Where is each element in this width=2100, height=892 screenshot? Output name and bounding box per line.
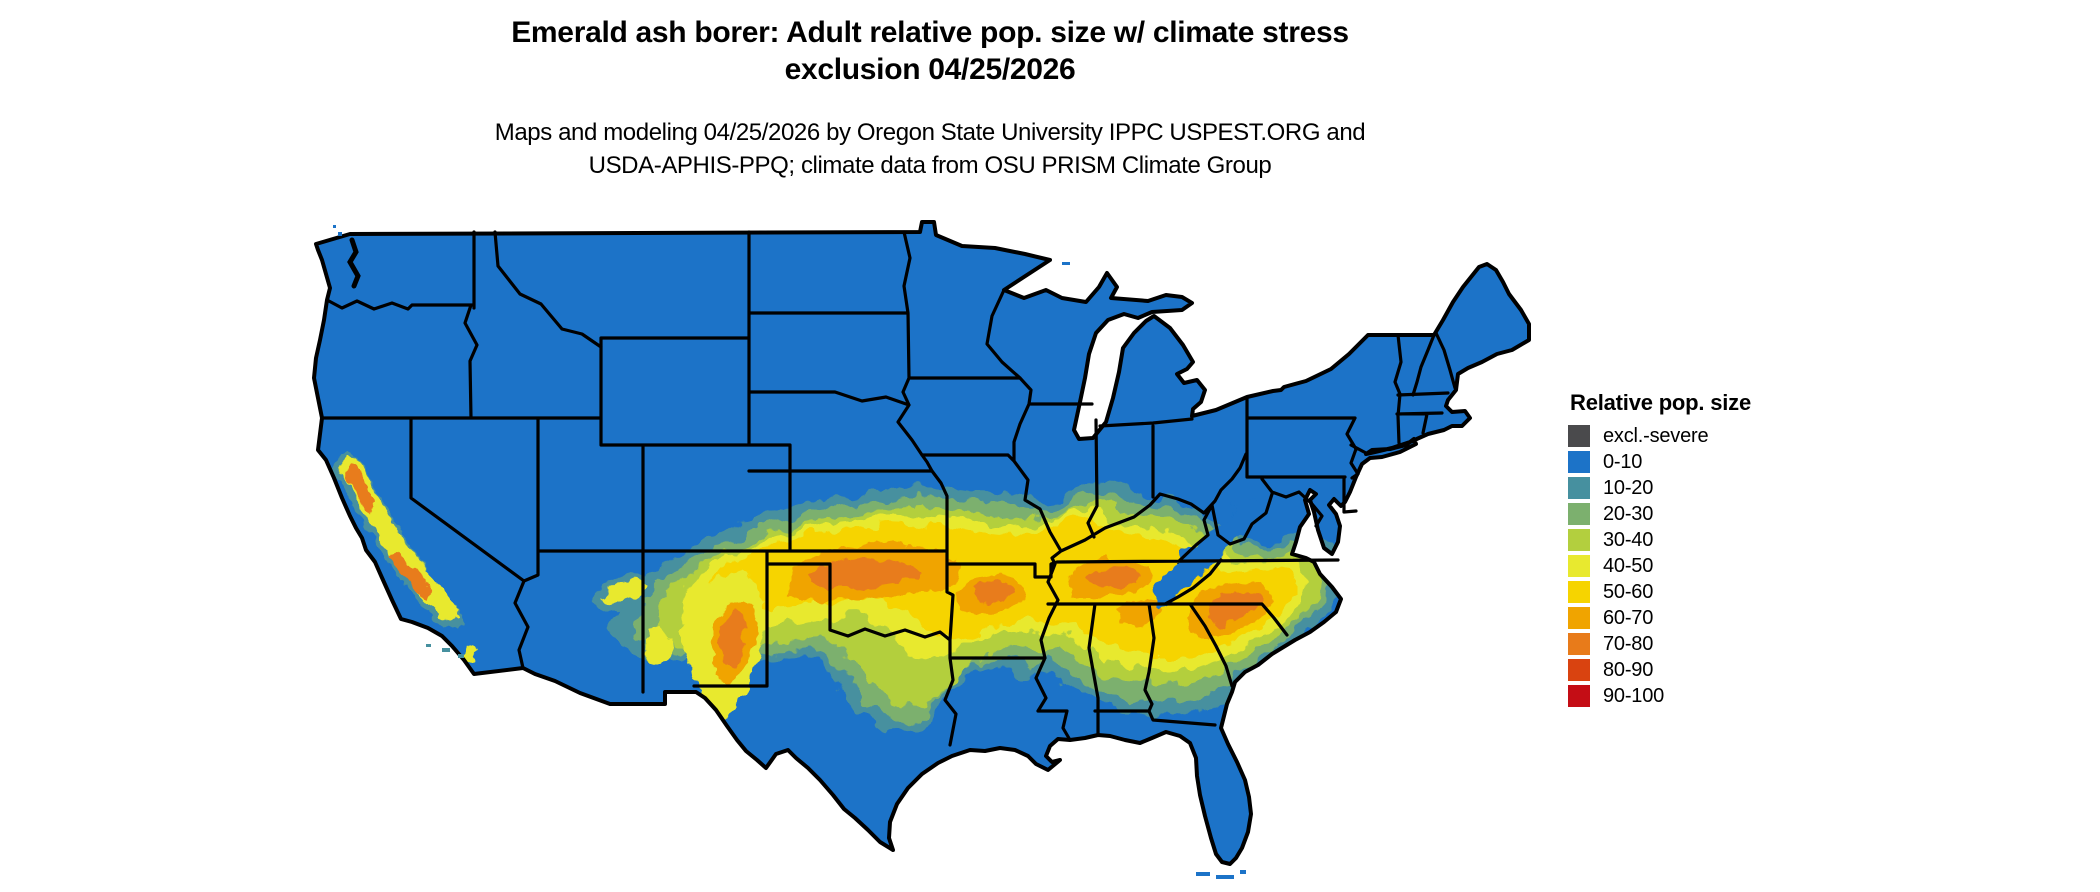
isle-royale [1062,262,1070,265]
legend-swatch [1568,685,1590,707]
legend-label: 10-20 [1603,477,1654,499]
map-subtitle-line2: USDA-APHIS-PPQ; climate data from OSU PR… [588,152,1272,179]
legend-swatch [1568,555,1590,577]
legend-label: 0-10 [1603,451,1643,473]
map-title: Emerald ash borer: Adult relative pop. s… [0,14,1860,88]
legend-label: 20-30 [1603,503,1654,525]
legend: Relative pop. size excl.-severe 0-10 10-20… [1568,390,1808,711]
legend-swatch [1568,659,1590,681]
legend-swatch [1568,581,1590,603]
legend-row: excl.-severe [1568,425,1808,447]
legend-label: 60-70 [1603,607,1654,629]
band-california-70-80 [344,464,432,598]
map-title-line2: exclusion 04/25/2026 [784,53,1076,86]
legend-row: 30-40 [1568,529,1808,551]
band-mogollon-40-50 [600,578,646,604]
legend-label: 70-80 [1603,633,1654,655]
legend-items: excl.-severe 0-10 10-20 20-30 30-40 40-50 50-6… [1568,425,1808,707]
channel-islands [426,644,464,658]
us-map [312,220,1531,879]
state-borders [320,230,1457,747]
legend-swatch [1568,633,1590,655]
legend-swatch [1568,451,1590,473]
legend-title: Relative pop. size [1570,390,1752,415]
legend-label: 30-40 [1603,529,1654,551]
legend-swatch [1568,607,1590,629]
legend-label: 40-50 [1603,555,1654,577]
legend-row: 80-90 [1568,659,1808,681]
legend-swatch [1568,529,1590,551]
legend-row: 70-80 [1568,633,1808,655]
legend-label: 80-90 [1603,659,1654,681]
legend-row: 20-30 [1568,503,1808,525]
legend-row: 60-70 [1568,607,1808,629]
legend-label: 50-60 [1603,581,1654,603]
legend-row: 10-20 [1568,477,1808,499]
legend-swatch [1568,477,1590,499]
us-outline [312,220,1531,866]
legend-row: 90-100 [1568,685,1808,707]
band-70-80 [718,558,1262,668]
legend-swatch [1568,503,1590,525]
appalachian-blue-tongue [1154,500,1258,606]
us-map-container [300,212,1560,892]
map-subtitle-line1: Maps and modeling 04/25/2026 by Oregon S… [494,119,1366,146]
legend-label: 90-100 [1603,685,1665,707]
map-subtitle: Maps and modeling 04/25/2026 by Oregon S… [0,116,1860,182]
legend-row: 0-10 [1568,451,1808,473]
map-title-line1: Emerald ash borer: Adult relative pop. s… [511,16,1349,49]
legend-row: 40-50 [1568,555,1808,577]
legend-swatch [1568,425,1590,447]
puget-sound [347,237,361,289]
legend-label: excl.-severe [1603,425,1709,447]
legend-row: 50-60 [1568,581,1808,603]
florida-keys [1196,870,1246,879]
san-juan-islands [333,225,348,244]
